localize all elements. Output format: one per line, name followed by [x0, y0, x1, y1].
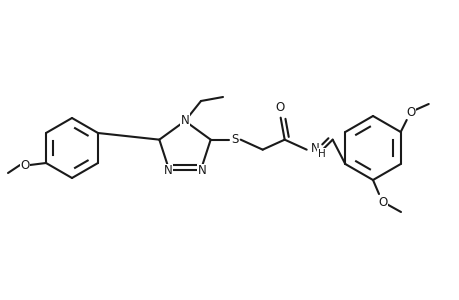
Text: N: N — [311, 142, 319, 155]
Text: O: O — [274, 101, 284, 114]
Text: O: O — [378, 196, 387, 208]
Text: N: N — [163, 164, 172, 177]
Text: N: N — [180, 113, 189, 127]
Text: O: O — [20, 158, 29, 172]
Text: H: H — [317, 149, 325, 159]
Text: S: S — [230, 133, 238, 146]
Text: N: N — [197, 164, 206, 177]
Text: O: O — [405, 106, 414, 118]
